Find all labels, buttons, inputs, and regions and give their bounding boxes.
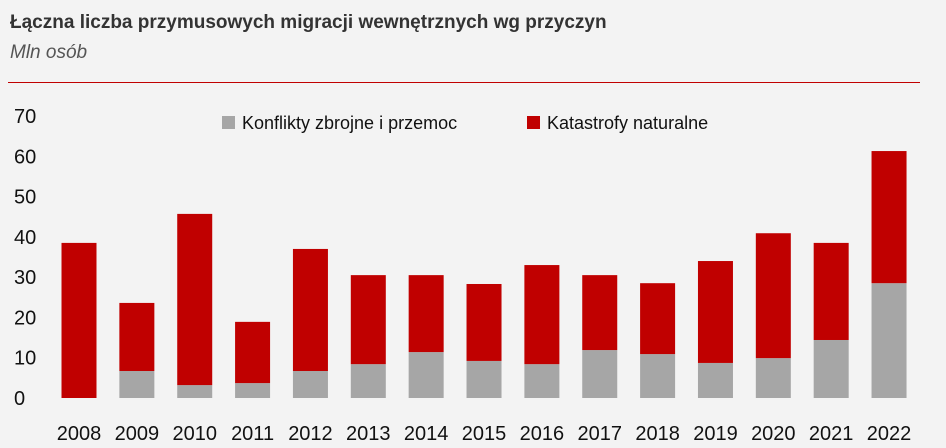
bar-segment-conflict (235, 383, 271, 398)
bar-segment-disaster (61, 242, 97, 398)
x-tick-label: 2008 (57, 423, 102, 445)
bar-segment-disaster (871, 151, 907, 284)
bar-segment-conflict (466, 360, 502, 398)
bar-segment-disaster (292, 248, 328, 372)
x-tick-label: 2015 (462, 423, 507, 445)
legend-label: Katastrofy naturalne (547, 113, 708, 133)
bar-segment-conflict (755, 358, 791, 398)
bar-segment-disaster (582, 275, 618, 351)
bar-segment-disaster (755, 233, 791, 359)
chart-title: Łączna liczba przymusowych migracji wewn… (10, 12, 607, 33)
y-tick-label: 70 (14, 106, 36, 128)
bar-segment-conflict (292, 371, 328, 398)
bar-segment-conflict (177, 385, 213, 398)
x-tick-label: 2011 (231, 423, 274, 445)
bar-segment-disaster (235, 321, 271, 384)
x-tick-label: 2022 (867, 423, 912, 445)
bar-segment-disaster (177, 213, 213, 386)
bar-segment-conflict (813, 339, 849, 398)
x-tick-label: 2017 (577, 423, 622, 445)
bar-segment-conflict (871, 283, 907, 398)
bar-segment-conflict (640, 354, 676, 398)
x-tick-label: 2020 (751, 423, 796, 445)
x-tick-label: 2010 (172, 423, 217, 445)
x-tick-label: 2012 (288, 423, 333, 445)
y-tick-label: 30 (14, 267, 36, 289)
bar-segment-disaster (350, 275, 386, 365)
bar-segment-conflict (350, 364, 386, 398)
y-tick-label: 40 (14, 227, 36, 249)
bar-segment-disaster (697, 261, 733, 363)
legend-swatch (527, 116, 540, 129)
title-divider (8, 82, 920, 83)
bar-segment-disaster (813, 242, 849, 340)
x-tick-label: 2013 (346, 423, 391, 445)
x-tick-label: 2014 (404, 423, 449, 445)
legend-swatch (222, 116, 235, 129)
bar-segment-disaster (466, 283, 502, 361)
x-tick-label: 2009 (115, 423, 160, 445)
x-tick-label: 2021 (809, 423, 854, 445)
y-tick-label: 10 (14, 348, 36, 370)
bar-segment-disaster (524, 265, 560, 365)
bar-segment-conflict (697, 362, 733, 398)
y-tick-label: 20 (14, 307, 36, 329)
y-tick-label: 50 (14, 187, 36, 209)
bar-segment-disaster (119, 302, 155, 372)
x-tick-label: 2019 (693, 423, 738, 445)
bar-segment-conflict (119, 371, 155, 398)
bar-segment-disaster (640, 283, 676, 355)
bar-segment-conflict (582, 350, 618, 398)
x-tick-label: 2016 (520, 423, 565, 445)
bar-segment-conflict (524, 364, 560, 398)
legend-label: Konflikty zbrojne i przemoc (242, 113, 457, 133)
y-tick-label: 60 (14, 146, 36, 168)
chart-subtitle: Mln osób (10, 42, 88, 63)
bar-segment-disaster (408, 275, 444, 353)
x-tick-label: 2018 (635, 423, 680, 445)
y-tick-label: 0 (14, 388, 25, 410)
bar-segment-conflict (408, 352, 444, 398)
